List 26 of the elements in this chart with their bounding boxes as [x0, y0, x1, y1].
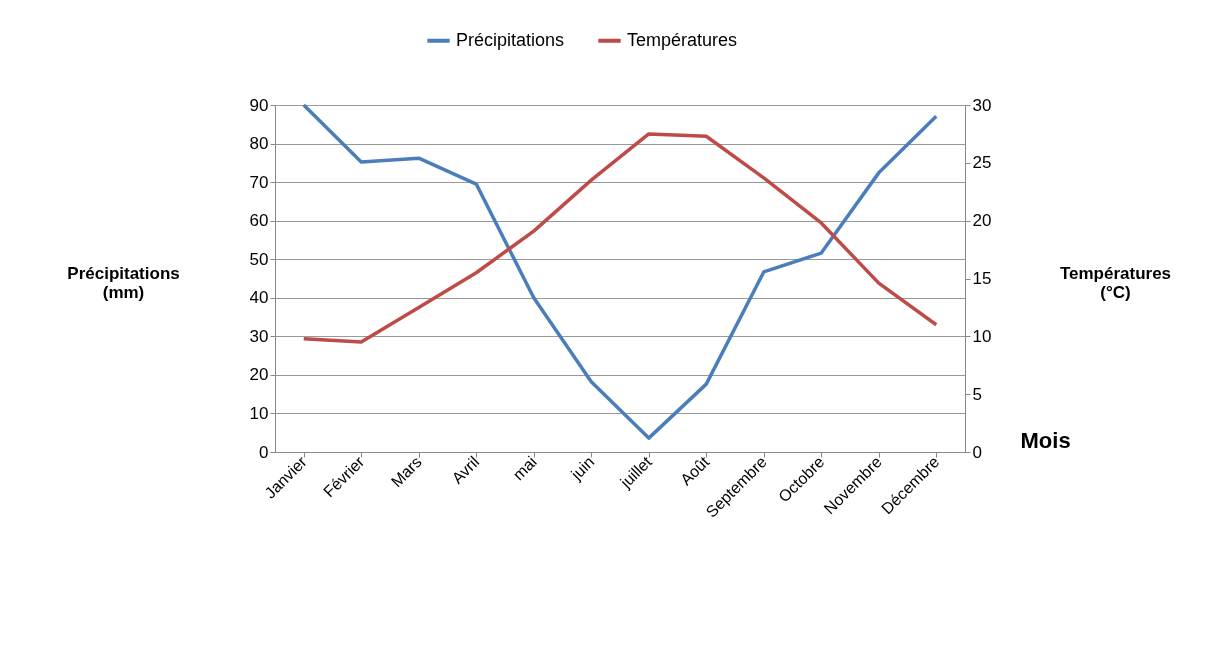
- y2-tick-label: 20: [972, 211, 992, 231]
- y2-tick-label: 10: [972, 326, 992, 346]
- legend-label: Précipitations: [456, 29, 565, 50]
- y-tick-label: 10: [249, 403, 269, 423]
- line-series: [302, 132, 938, 344]
- y-tick-label: 90: [249, 95, 269, 115]
- y2-axis-title: Températures (°C): [1059, 263, 1172, 302]
- y-tick-label: 20: [249, 365, 269, 385]
- y2-tick-label: 30: [972, 95, 992, 115]
- y-tick-label: 70: [249, 172, 269, 192]
- y2-tick-label: 15: [972, 269, 992, 288]
- y2-tick-label: 0: [972, 442, 982, 462]
- x-tick-label: mai: [509, 453, 540, 484]
- y-tick-label: 50: [249, 249, 269, 269]
- line-series: [302, 103, 938, 440]
- x-axis-title: Mois: [1020, 427, 1071, 453]
- y-tick-label: 40: [249, 288, 269, 308]
- x-tick-label: juin: [567, 453, 598, 484]
- y2-tick-label: 5: [972, 384, 982, 404]
- legend-label: Températures: [627, 29, 738, 50]
- y-tick-label: 60: [249, 211, 269, 231]
- y-tick-label: 80: [249, 134, 269, 154]
- y-tick-label: 0: [259, 442, 269, 462]
- y-tick-label: 30: [249, 326, 269, 346]
- y2-tick-label: 25: [972, 153, 992, 173]
- y-axis-title: Précipitations (mm): [67, 263, 180, 302]
